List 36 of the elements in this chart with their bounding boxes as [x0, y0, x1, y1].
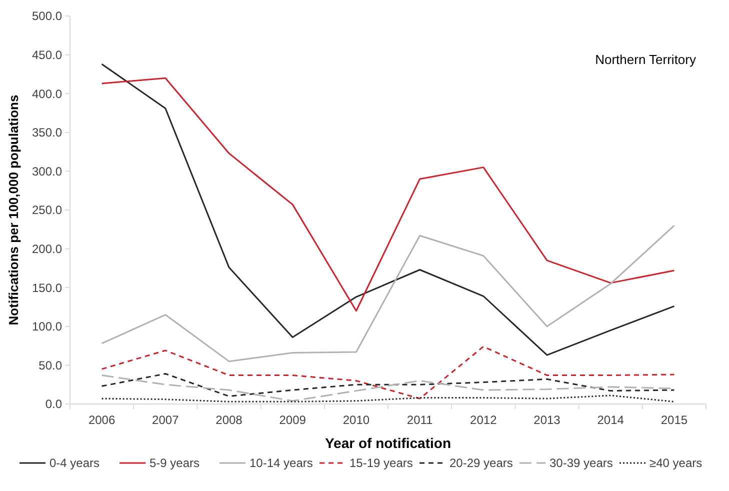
x-tick-label: 2006 [88, 413, 116, 427]
y-tick-label: 450.0 [32, 48, 62, 62]
legend-label: 0-4 years [50, 456, 100, 470]
y-tick-label: 50.0 [38, 358, 62, 372]
legend-label: 30-39 years [550, 456, 613, 470]
y-tick-label: 200.0 [32, 242, 62, 256]
legend-label: 15-19 years [350, 456, 413, 470]
x-axis-title: Year of notification [324, 435, 452, 451]
y-tick-label: 400.0 [32, 86, 62, 101]
y-tick-label: 500.0 [32, 9, 62, 24]
legend-label: ≥40 years [650, 456, 702, 470]
annotation: Northern Territory [595, 52, 696, 67]
legend-label: 5-9 years [150, 456, 200, 470]
legend-label: 20-29 years [450, 456, 513, 470]
y-tick-label: 0.0 [45, 397, 62, 412]
x-tick-label: 2012 [470, 413, 498, 427]
y-tick-label: 100.0 [32, 320, 62, 334]
x-tick-label: 2009 [279, 413, 306, 427]
y-tick-label: 150.0 [32, 280, 62, 295]
y-axis-title: Notifications per 100,000 populations [6, 94, 21, 326]
line-series [101, 394, 675, 402]
line-series [101, 372, 675, 397]
y-tick-label: 300.0 [32, 164, 62, 178]
y-tick-label: 250.0 [32, 203, 62, 218]
x-tick-label: 2010 [342, 413, 370, 427]
x-tick-label: 2008 [216, 413, 243, 427]
x-tick-label: 2014 [597, 413, 624, 427]
x-tick-label: 2011 [406, 413, 434, 427]
x-tick-label: 2013 [534, 413, 561, 427]
x-tick-label: 2007 [152, 413, 180, 427]
x-tick-label: 2015 [660, 413, 688, 427]
y-tick-label: 350.0 [32, 126, 62, 140]
line-series [101, 346, 675, 400]
line-series [101, 224, 675, 362]
line-series [101, 77, 675, 312]
legend-label: 10-14 years [250, 456, 313, 470]
